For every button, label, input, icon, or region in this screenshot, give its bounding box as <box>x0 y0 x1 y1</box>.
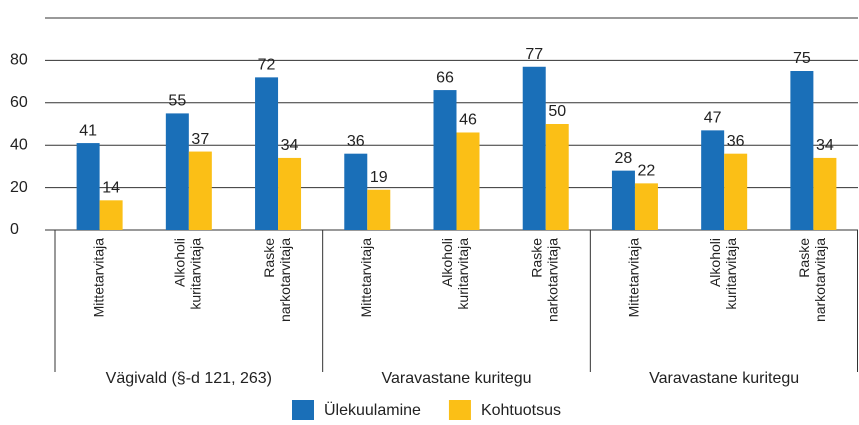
value-label: 36 <box>347 133 365 150</box>
bar <box>813 157 837 230</box>
bar <box>724 153 748 230</box>
bar <box>611 170 635 230</box>
x-tick-label: kuritarvitaja <box>455 238 471 310</box>
value-label: 34 <box>816 137 834 154</box>
value-label: 36 <box>727 133 745 150</box>
y-tick-label: 60 <box>10 94 28 111</box>
value-label: 22 <box>638 163 656 180</box>
value-label: 75 <box>793 50 811 67</box>
bar <box>278 157 302 230</box>
bar <box>456 132 480 230</box>
value-label: 55 <box>168 93 186 110</box>
bar <box>522 66 546 230</box>
x-tick-label: narkotarvitaja <box>544 238 560 322</box>
value-label: 72 <box>258 57 276 74</box>
value-label: 19 <box>370 169 388 186</box>
group-label: Vägivald (§-d 121, 263) <box>106 370 272 387</box>
bar <box>255 77 279 230</box>
y-tick-label: 80 <box>10 52 28 69</box>
x-tick-label: Alkoholi <box>172 238 188 287</box>
bar <box>165 113 189 230</box>
x-tick-label: kuritarvitaja <box>723 238 739 310</box>
group-label: Varavastane kuritegu <box>381 370 531 387</box>
x-tick-label: Alkoholi <box>439 238 455 287</box>
bar <box>433 90 457 230</box>
legend-label: Kohtuotsus <box>481 402 561 419</box>
legend-label: Ülekuulamine <box>324 401 421 419</box>
value-label: 41 <box>79 122 97 139</box>
legend-swatch <box>292 400 314 420</box>
value-label: 77 <box>525 46 543 63</box>
value-label: 14 <box>102 180 120 197</box>
y-tick-label: 40 <box>10 136 28 153</box>
x-tick-label: Raske <box>796 238 812 278</box>
x-tick-label: Mittetarvitaja <box>90 238 106 318</box>
bar <box>188 151 212 230</box>
value-label: 47 <box>704 110 722 127</box>
value-label: 28 <box>615 150 633 167</box>
bar <box>790 71 814 230</box>
x-tick-label: Mittetarvitaja <box>626 238 642 318</box>
bar <box>76 143 100 230</box>
x-tick-label: narkotarvitaja <box>277 238 293 322</box>
bar <box>634 183 658 230</box>
y-tick-label: 0 <box>10 221 19 238</box>
bar <box>99 200 123 230</box>
x-tick-label: kuritarvitaja <box>188 238 204 310</box>
bar <box>701 130 725 230</box>
bar <box>344 153 368 230</box>
group-label: Varavastane kuritegu <box>649 370 799 387</box>
value-label: 46 <box>459 112 477 129</box>
bar <box>367 189 391 230</box>
x-tick-label: Raske <box>261 238 277 278</box>
value-label: 66 <box>436 69 454 86</box>
value-label: 34 <box>281 137 299 154</box>
value-label: 37 <box>191 131 209 148</box>
y-tick-label: 20 <box>10 179 28 196</box>
x-tick-label: narkotarvitaja <box>812 238 828 322</box>
x-tick-label: Alkoholi <box>707 238 723 287</box>
x-tick-label: Raske <box>528 238 544 278</box>
x-tick-label: Mittetarvitaja <box>358 238 374 318</box>
value-label: 50 <box>548 103 566 120</box>
bar <box>545 124 569 230</box>
legend-swatch <box>448 400 471 420</box>
